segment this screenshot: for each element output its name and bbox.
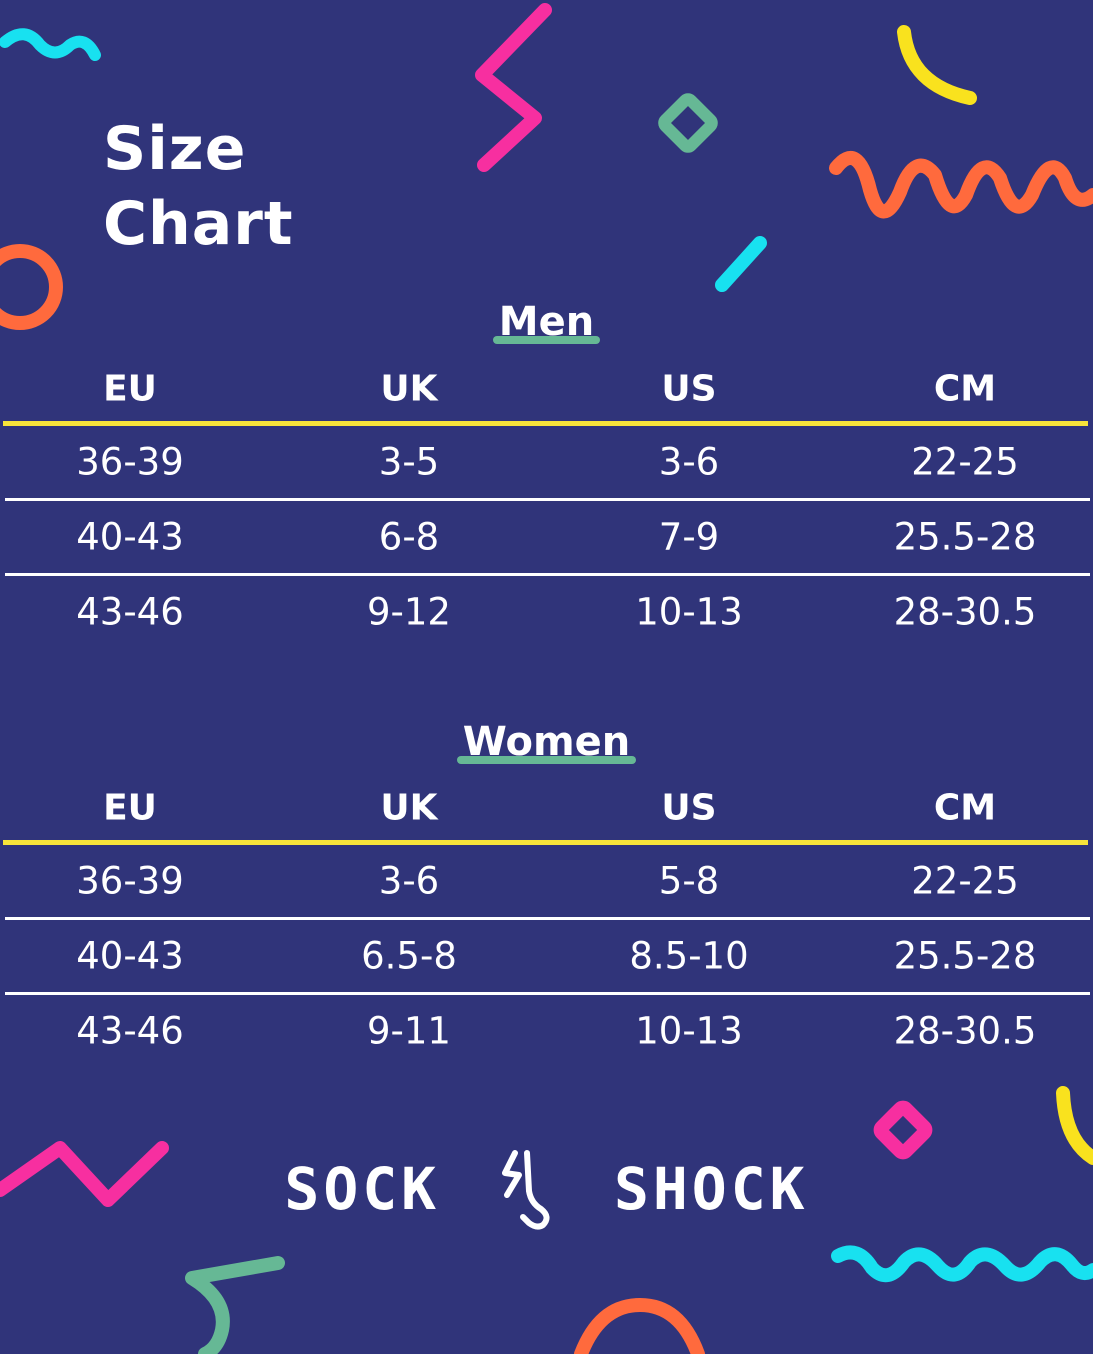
table-row: 36-39 3-6 5-8 22-25 (0, 845, 1093, 917)
table-header: EU UK US CM (0, 357, 1093, 421)
pink-diamond-bottom (873, 1100, 933, 1160)
header-cm: CM (933, 368, 997, 410)
cell-us: 3-6 (658, 440, 720, 484)
cell-us: 10-13 (635, 1009, 743, 1053)
brand-word-right: SHOCK (613, 1154, 809, 1223)
sock-bolt-icon (502, 1149, 550, 1230)
cell-cm: 22-25 (911, 440, 1019, 484)
green-hook-bottom (185, 1256, 285, 1354)
table-header: EU UK US CM (0, 776, 1093, 840)
title-line-1: Size (103, 114, 247, 184)
orange-wave-top-right (829, 151, 1093, 219)
cell-us: 7-9 (658, 515, 720, 559)
cell-cm: 28-30.5 (893, 1009, 1037, 1053)
orange-ring-left (0, 244, 63, 330)
header-us: US (661, 787, 717, 829)
row-divider (5, 498, 1090, 501)
cell-us: 8.5-10 (629, 934, 749, 978)
cyan-wave-bottom-right (831, 1245, 1093, 1283)
cell-eu: 36-39 (76, 859, 184, 903)
table-row: 36-39 3-5 3-6 22-25 (0, 426, 1093, 498)
brand-logo: SOCK SHOCK (0, 1140, 1093, 1234)
title-line-2: Chart (103, 189, 294, 259)
cell-cm: 25.5-28 (893, 934, 1037, 978)
section-title-label: Men (492, 299, 601, 345)
brand-word-left: SOCK (284, 1154, 441, 1223)
pink-zigzag-top (475, 3, 552, 172)
cell-eu: 43-46 (76, 1009, 184, 1053)
cell-eu: 43-46 (76, 590, 184, 634)
section-title-label: Women (456, 719, 637, 765)
size-table-women: EU UK US CM 36-39 3-6 5-8 22-25 40-43 6.… (0, 776, 1093, 1067)
cell-eu: 36-39 (76, 440, 184, 484)
header-eu: EU (103, 787, 157, 829)
row-divider (5, 573, 1090, 576)
header-uk: UK (380, 787, 438, 829)
cell-cm: 25.5-28 (893, 515, 1037, 559)
section-title-men: Men (0, 298, 1093, 346)
cell-us: 5-8 (658, 859, 720, 903)
row-divider (5, 917, 1090, 920)
header-cm: CM (933, 787, 997, 829)
cyan-squiggle-top-left (0, 28, 101, 61)
cell-uk: 3-5 (378, 440, 440, 484)
header-us: US (661, 368, 717, 410)
header-uk: UK (380, 368, 438, 410)
cell-eu: 40-43 (76, 515, 184, 559)
table-row: 43-46 9-12 10-13 28-30.5 (0, 576, 1093, 648)
table-row: 40-43 6.5-8 8.5-10 25.5-28 (0, 920, 1093, 992)
section-title-women: Women (0, 718, 1093, 766)
table-row: 40-43 6-8 7-9 25.5-28 (0, 501, 1093, 573)
green-diamond-top (658, 93, 718, 153)
row-divider (5, 992, 1090, 995)
page-title: Size Chart (103, 112, 294, 262)
cell-uk: 9-11 (367, 1009, 451, 1053)
header-eu: EU (103, 368, 157, 410)
cell-cm: 28-30.5 (893, 590, 1037, 634)
yellow-arc-top-right (897, 25, 977, 105)
cell-uk: 6-8 (378, 515, 440, 559)
pink-zigzag-bottom-left (0, 1141, 169, 1207)
yellow-arc-bottom-right (1056, 1086, 1093, 1165)
size-table-men: EU UK US CM 36-39 3-5 3-6 22-25 40-43 6-… (0, 357, 1093, 648)
table-row: 43-46 9-11 10-13 28-30.5 (0, 995, 1093, 1067)
cyan-dash (715, 236, 767, 292)
cell-cm: 22-25 (911, 859, 1019, 903)
cell-uk: 3-6 (378, 859, 440, 903)
header-divider (3, 840, 1088, 845)
orange-arc-bottom (574, 1298, 705, 1354)
cell-uk: 6.5-8 (361, 934, 457, 978)
cell-uk: 9-12 (367, 590, 451, 634)
cell-eu: 40-43 (76, 934, 184, 978)
header-divider (3, 421, 1088, 426)
cell-us: 10-13 (635, 590, 743, 634)
